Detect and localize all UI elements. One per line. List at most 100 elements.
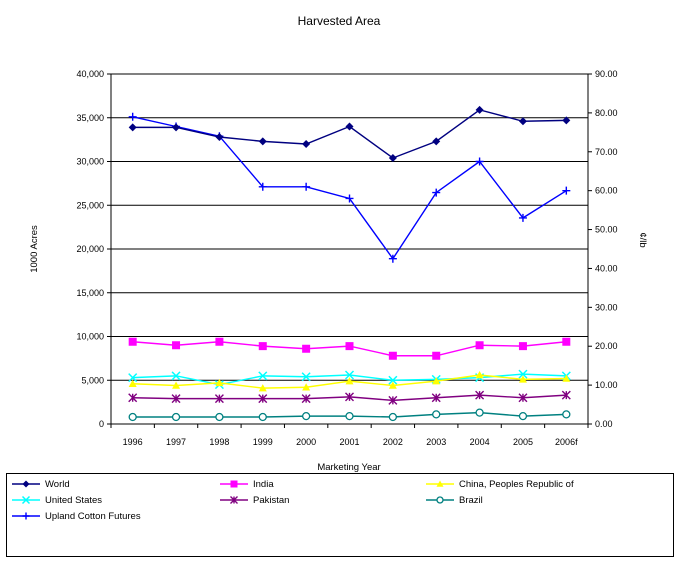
data-point bbox=[171, 394, 181, 404]
data-point bbox=[518, 117, 527, 126]
data-point bbox=[432, 137, 441, 146]
data-point bbox=[518, 213, 527, 222]
data-point bbox=[562, 374, 571, 382]
series-pakistan bbox=[128, 390, 571, 405]
data-point bbox=[301, 372, 311, 382]
data-point bbox=[172, 123, 181, 132]
data-point bbox=[258, 342, 267, 351]
data-point bbox=[562, 186, 571, 195]
data-point bbox=[388, 412, 398, 422]
data-point bbox=[432, 410, 441, 419]
left-tick-label: 40,000 bbox=[76, 69, 104, 79]
data-point bbox=[518, 375, 527, 383]
data-point bbox=[230, 480, 238, 488]
data-point bbox=[388, 254, 397, 263]
data-point bbox=[432, 351, 441, 360]
data-point bbox=[345, 194, 354, 203]
legend-item-brazil: Brazil bbox=[425, 492, 483, 508]
data-point bbox=[302, 344, 311, 353]
data-point bbox=[301, 394, 311, 404]
data-point bbox=[22, 512, 30, 520]
data-point bbox=[562, 116, 571, 125]
data-point bbox=[388, 154, 397, 162]
data-point bbox=[518, 411, 528, 421]
right-tick-label: 50.00 bbox=[595, 225, 618, 235]
data-point bbox=[258, 371, 268, 381]
data-point bbox=[388, 395, 398, 405]
data-point bbox=[171, 371, 181, 381]
data-point bbox=[230, 496, 238, 504]
data-point bbox=[388, 375, 398, 385]
legend-swatch bbox=[12, 495, 40, 505]
legend-swatch bbox=[426, 480, 454, 487]
data-point bbox=[436, 496, 444, 504]
legend-swatch bbox=[220, 480, 248, 488]
data-point bbox=[562, 410, 571, 419]
data-point bbox=[388, 351, 397, 360]
data-point bbox=[345, 411, 354, 421]
data-point bbox=[518, 369, 528, 379]
legend-item-india: India bbox=[219, 476, 274, 492]
data-point bbox=[215, 378, 224, 387]
data-point bbox=[128, 123, 137, 132]
legend-swatch bbox=[12, 480, 40, 488]
series-india bbox=[128, 337, 571, 360]
legend: World India China, Peoples Republic of Unit… bbox=[6, 473, 674, 557]
data-point bbox=[128, 379, 137, 387]
x-tick-label: 2006f bbox=[555, 437, 578, 447]
data-point bbox=[432, 188, 441, 197]
x-tick-label: 2004 bbox=[470, 437, 490, 447]
x-tick-label: 1996 bbox=[123, 437, 143, 447]
legend-swatch bbox=[426, 496, 454, 504]
chart-title: Harvested Area bbox=[298, 14, 381, 28]
data-point bbox=[128, 337, 137, 346]
data-point bbox=[561, 390, 571, 400]
data-point bbox=[258, 384, 267, 392]
data-point bbox=[475, 157, 484, 166]
right-axis-ticks: 0.00 10.00 20.00 30.00 40.00 50.00 60.00 70.00 8… bbox=[595, 69, 618, 429]
x-tick-label: 1998 bbox=[209, 437, 229, 447]
left-tick-label: 5,000 bbox=[81, 375, 104, 385]
data-point bbox=[258, 182, 267, 191]
data-point bbox=[128, 112, 137, 121]
data-point bbox=[475, 390, 485, 400]
data-point bbox=[22, 480, 30, 488]
legend-item-united-states: United States bbox=[11, 492, 102, 508]
data-point bbox=[171, 412, 181, 422]
data-point bbox=[432, 377, 441, 385]
data-point bbox=[258, 137, 267, 146]
data-point bbox=[302, 383, 311, 391]
data-point bbox=[345, 392, 354, 402]
x-axis-ticks: 1996 1997 1998 1999 2000 2001 2002 2003 2004 2005… bbox=[123, 437, 578, 447]
data-point bbox=[128, 373, 138, 383]
left-tick-label: 25,000 bbox=[76, 200, 104, 210]
y2-axis-title: ¢/lb bbox=[637, 232, 648, 247]
right-tick-label: 10.00 bbox=[595, 380, 618, 390]
left-axis-ticks: 0 5,000 10,000 15,000 20,000 25,000 30,000 35,0… bbox=[76, 69, 104, 429]
data-point bbox=[436, 480, 444, 487]
x-tick-label: 2005 bbox=[513, 437, 533, 447]
data-point bbox=[344, 370, 355, 380]
x-axis-title: Marketing Year bbox=[317, 462, 380, 473]
data-point bbox=[345, 122, 354, 131]
data-point bbox=[388, 381, 397, 389]
data-point bbox=[258, 412, 267, 422]
legend-label: China, Peoples Republic of bbox=[459, 478, 574, 490]
data-point bbox=[345, 377, 354, 385]
data-point bbox=[345, 342, 354, 351]
x-tick-label: 2001 bbox=[339, 437, 359, 447]
data-point bbox=[215, 133, 224, 141]
legend-label: India bbox=[253, 478, 274, 490]
right-tick-label: 20.00 bbox=[595, 341, 618, 351]
legend-label: United States bbox=[45, 494, 103, 506]
legend-label: Upland Cotton Futures bbox=[45, 510, 141, 522]
series-world bbox=[128, 105, 571, 162]
left-tick-label: 0 bbox=[99, 419, 104, 429]
legend-item-upland-cotton-futures: Upland Cotton Futures bbox=[11, 508, 141, 524]
data-point bbox=[172, 381, 181, 389]
right-tick-label: 40.00 bbox=[595, 263, 618, 273]
x-tick-label: 1997 bbox=[166, 437, 186, 447]
data-point bbox=[475, 371, 484, 379]
left-tick-label: 20,000 bbox=[76, 244, 104, 254]
data-point bbox=[21, 495, 31, 505]
